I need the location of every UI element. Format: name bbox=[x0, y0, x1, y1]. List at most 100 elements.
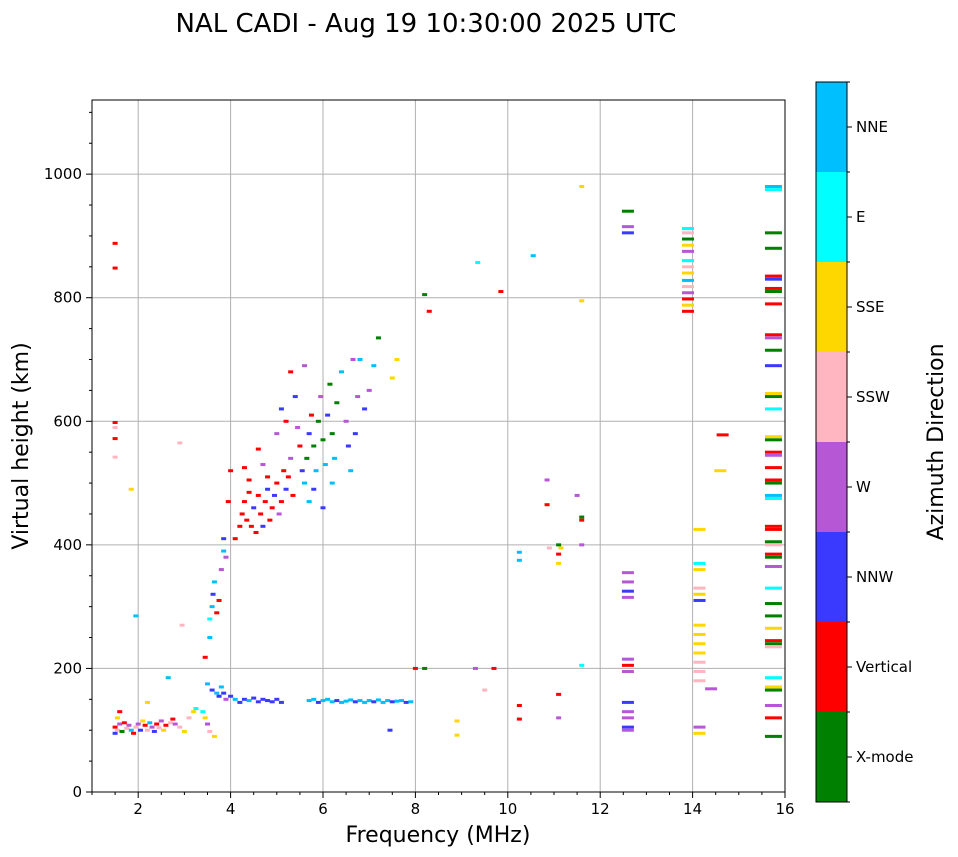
echo-point bbox=[764, 543, 782, 547]
chart-title: NAL CADI - Aug 19 10:30:00 2025 UTC bbox=[176, 9, 677, 39]
echo-point bbox=[681, 291, 694, 295]
echo-marks bbox=[112, 185, 782, 738]
echo-point bbox=[621, 595, 634, 599]
echo-point bbox=[304, 456, 310, 460]
echo-point bbox=[325, 697, 331, 701]
echo-point bbox=[387, 728, 393, 732]
echo-point bbox=[764, 274, 782, 278]
echo-point bbox=[764, 336, 782, 340]
echo-point bbox=[269, 700, 275, 704]
x-tick-label: 8 bbox=[411, 800, 421, 818]
echo-point bbox=[225, 500, 231, 504]
echo-point bbox=[290, 493, 296, 497]
x-tick-label: 2 bbox=[133, 800, 143, 818]
x-tick-label: 6 bbox=[318, 800, 328, 818]
colorbar-segment bbox=[816, 352, 847, 442]
echo-point bbox=[251, 696, 257, 700]
echo-point bbox=[128, 487, 134, 491]
echo-point bbox=[299, 469, 305, 473]
echo-point bbox=[265, 487, 271, 491]
echo-point bbox=[202, 655, 208, 659]
echo-point bbox=[246, 699, 252, 703]
echo-point bbox=[207, 636, 213, 640]
echo-point bbox=[285, 475, 291, 479]
echo-point bbox=[621, 670, 634, 674]
echo-point bbox=[764, 290, 782, 294]
echo-point bbox=[693, 592, 706, 596]
echo-point bbox=[579, 299, 585, 303]
echo-point bbox=[681, 243, 694, 247]
echo-point bbox=[112, 731, 118, 735]
echo-point bbox=[764, 438, 782, 442]
echo-point bbox=[764, 481, 782, 485]
echo-point bbox=[556, 543, 562, 547]
echo-point bbox=[168, 721, 174, 725]
echo-point bbox=[232, 537, 238, 541]
echo-point bbox=[248, 524, 254, 528]
echo-point bbox=[681, 285, 694, 289]
echo-point bbox=[764, 407, 782, 411]
echo-point bbox=[112, 421, 118, 425]
echo-point bbox=[200, 710, 206, 714]
echo-point bbox=[764, 527, 782, 531]
echo-point bbox=[172, 722, 178, 726]
echo-point bbox=[265, 475, 271, 479]
echo-point bbox=[498, 290, 504, 294]
echo-point bbox=[403, 700, 409, 704]
echo-point bbox=[281, 469, 287, 473]
echo-point bbox=[362, 407, 368, 411]
echo-point bbox=[202, 716, 208, 720]
echo-point bbox=[161, 728, 167, 732]
echo-point bbox=[329, 481, 335, 485]
echo-point bbox=[482, 688, 488, 692]
echo-point bbox=[621, 589, 634, 593]
echo-point bbox=[260, 524, 266, 528]
echo-point bbox=[556, 552, 562, 556]
echo-point bbox=[329, 700, 335, 704]
echo-point bbox=[156, 726, 162, 730]
echo-point bbox=[216, 694, 222, 698]
echo-point bbox=[357, 358, 363, 361]
echo-point bbox=[472, 666, 478, 670]
echo-point bbox=[693, 679, 706, 683]
echo-point bbox=[621, 710, 634, 714]
echo-point bbox=[621, 725, 634, 729]
echo-point bbox=[693, 670, 706, 674]
echo-point bbox=[380, 700, 386, 704]
plot-area: 2 4 6 8 10 12 14 16 0 200 400 600 800 1000 bbox=[44, 99, 795, 818]
echo-point bbox=[283, 419, 289, 423]
echo-point bbox=[544, 478, 550, 482]
echo-point bbox=[764, 555, 782, 559]
echo-point bbox=[764, 540, 782, 544]
echo-point bbox=[311, 487, 317, 491]
echo-point bbox=[681, 309, 694, 313]
echo-point bbox=[621, 225, 634, 229]
echo-point bbox=[394, 699, 400, 703]
echo-point bbox=[705, 687, 718, 691]
echo-point bbox=[112, 455, 118, 459]
echo-point bbox=[128, 728, 134, 732]
echo-point bbox=[516, 550, 522, 554]
echo-point bbox=[556, 716, 562, 720]
y-tick-label: 600 bbox=[53, 412, 82, 430]
echo-point bbox=[764, 564, 782, 568]
echo-point bbox=[422, 293, 428, 297]
echo-point bbox=[223, 555, 229, 559]
echo-point bbox=[223, 697, 229, 701]
x-tick-label: 12 bbox=[591, 800, 610, 818]
echo-point bbox=[151, 729, 157, 733]
echo-point bbox=[693, 598, 706, 602]
echo-point bbox=[422, 666, 428, 670]
echo-point bbox=[764, 395, 782, 399]
echo-point bbox=[764, 602, 782, 606]
colorbar-tick-label: NNE bbox=[856, 118, 888, 136]
echo-point bbox=[205, 722, 210, 726]
echo-point bbox=[764, 391, 782, 395]
y-tick-label: 200 bbox=[53, 659, 82, 677]
echo-point bbox=[186, 716, 192, 720]
echo-point bbox=[338, 370, 344, 374]
echo-point bbox=[251, 506, 257, 510]
echo-point bbox=[207, 617, 213, 621]
echo-point bbox=[693, 568, 706, 572]
echo-point bbox=[253, 531, 259, 534]
